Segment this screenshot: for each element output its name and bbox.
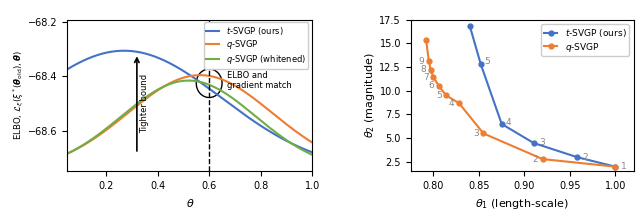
Text: 6: 6 bbox=[429, 82, 435, 90]
Text: 2: 2 bbox=[532, 155, 538, 164]
Text: 5: 5 bbox=[484, 57, 490, 66]
Text: Tighter bound: Tighter bound bbox=[140, 74, 149, 133]
Text: 4: 4 bbox=[506, 118, 511, 127]
Legend: $t$-SVGP (ours), $q$-SVGP, $q$-SVGP (whitened): $t$-SVGP (ours), $q$-SVGP, $q$-SVGP (whi… bbox=[204, 22, 308, 69]
Text: 3: 3 bbox=[539, 138, 545, 147]
X-axis label: $\theta$: $\theta$ bbox=[186, 197, 194, 209]
Legend: $t$-SVGP (ours), $q$-SVGP: $t$-SVGP (ours), $q$-SVGP bbox=[541, 24, 629, 56]
Text: 8: 8 bbox=[420, 65, 426, 74]
Text: 3: 3 bbox=[473, 129, 479, 138]
Y-axis label: $\theta_2$ (magnitude): $\theta_2$ (magnitude) bbox=[363, 53, 376, 138]
Text: 2: 2 bbox=[582, 153, 588, 162]
Text: ELBO and
gradient match: ELBO and gradient match bbox=[227, 71, 292, 90]
Text: 9: 9 bbox=[419, 57, 424, 66]
Text: 5: 5 bbox=[436, 91, 442, 100]
Text: 4: 4 bbox=[449, 99, 454, 108]
Y-axis label: ELBO, $\mathcal{L}_\xi(\xi^*(\boldsymbol{\theta}_{\mathrm{old}}), \boldsymbol{\t: ELBO, $\mathcal{L}_\xi(\xi^*(\boldsymbol… bbox=[12, 51, 26, 140]
Text: 1: 1 bbox=[621, 162, 627, 171]
Text: 7: 7 bbox=[423, 73, 429, 82]
X-axis label: $\theta_1$ (length-scale): $\theta_1$ (length-scale) bbox=[476, 197, 569, 211]
